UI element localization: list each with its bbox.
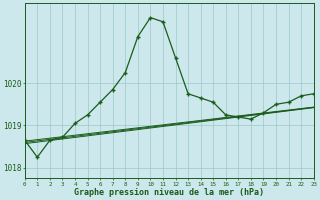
X-axis label: Graphe pression niveau de la mer (hPa): Graphe pression niveau de la mer (hPa) xyxy=(74,188,264,197)
